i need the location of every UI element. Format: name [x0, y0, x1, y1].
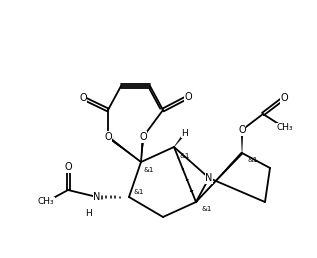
Text: &1: &1 [179, 153, 189, 159]
Text: N: N [93, 192, 101, 202]
Text: N: N [205, 173, 213, 183]
Polygon shape [241, 130, 243, 153]
Text: O: O [139, 132, 147, 142]
Text: H: H [86, 209, 92, 219]
Text: &1: &1 [201, 206, 211, 212]
Polygon shape [196, 152, 243, 202]
Text: CH₃: CH₃ [38, 198, 54, 206]
Polygon shape [107, 136, 141, 162]
Text: O: O [79, 93, 87, 103]
Polygon shape [174, 132, 186, 147]
Text: O: O [104, 132, 112, 142]
Text: O: O [280, 93, 288, 103]
Text: &1: &1 [133, 189, 143, 195]
Text: &1: &1 [248, 157, 258, 163]
Text: O: O [184, 92, 192, 102]
Text: CH₃: CH₃ [277, 124, 293, 133]
Text: O: O [238, 125, 246, 135]
Text: H: H [182, 128, 188, 138]
Polygon shape [141, 137, 144, 162]
Text: &1: &1 [144, 167, 154, 173]
Text: O: O [64, 162, 72, 172]
